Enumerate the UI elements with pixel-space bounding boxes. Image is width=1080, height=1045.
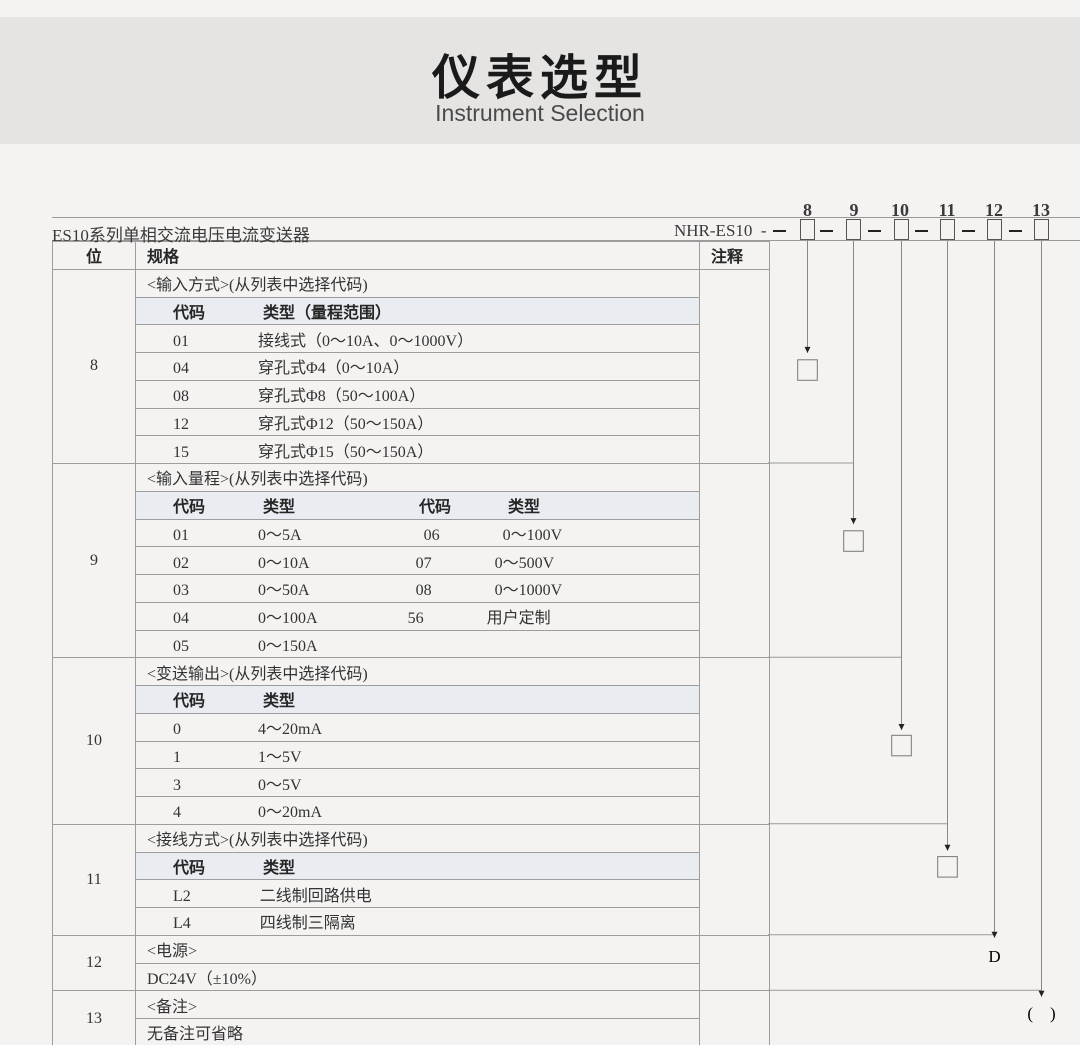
svg-text:D: D: [988, 947, 1000, 966]
svg-text:( ): ( ): [1027, 1004, 1055, 1023]
